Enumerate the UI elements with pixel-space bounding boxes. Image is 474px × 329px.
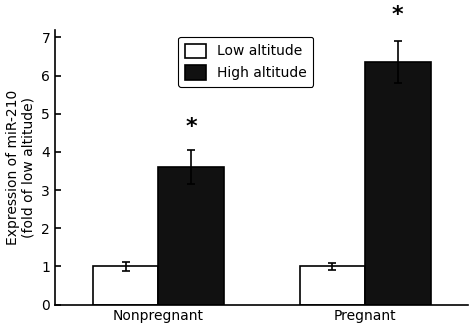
Legend: Low altitude, High altitude: Low altitude, High altitude	[178, 37, 313, 87]
Text: *: *	[185, 117, 197, 137]
Bar	[365, 62, 430, 305]
Bar	[93, 266, 158, 305]
Text: *: *	[392, 5, 404, 25]
Bar	[158, 167, 224, 305]
Bar	[300, 266, 365, 305]
Y-axis label: Expression of miR-210
(fold of low altitude): Expression of miR-210 (fold of low altit…	[6, 89, 36, 245]
